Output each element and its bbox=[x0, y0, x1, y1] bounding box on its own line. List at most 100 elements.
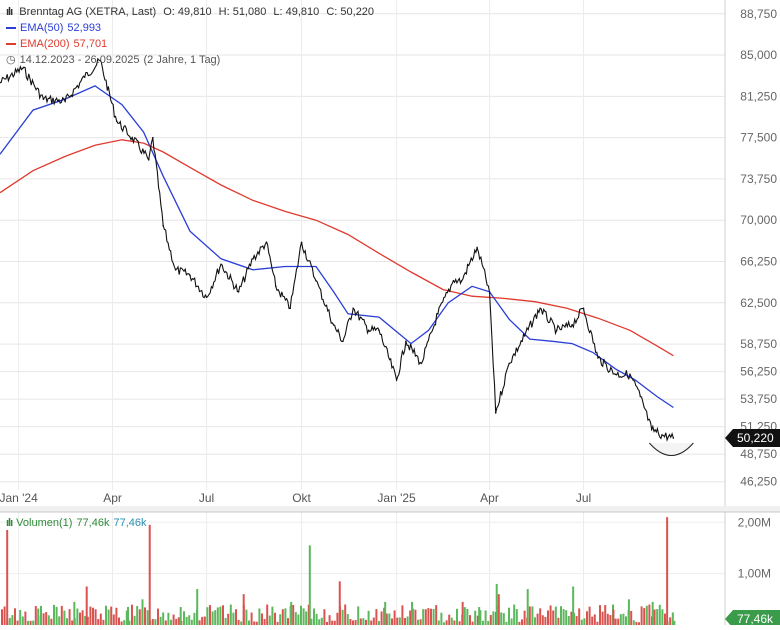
volume-bar-bg bbox=[458, 621, 461, 625]
volume-bar-bg bbox=[76, 608, 79, 625]
volume-bar-bg bbox=[287, 618, 289, 625]
y-tick-label: 48,750 bbox=[740, 447, 777, 461]
price-point bbox=[99, 59, 101, 62]
volume-bar-bg bbox=[240, 621, 243, 625]
volume-bar-bg bbox=[271, 606, 274, 625]
volume-bar-bg bbox=[58, 616, 61, 625]
volume-bar-bg bbox=[323, 609, 326, 625]
price-point bbox=[460, 279, 463, 282]
price-point bbox=[342, 340, 344, 343]
y-tick-label: 77,500 bbox=[740, 131, 777, 145]
price-point bbox=[21, 67, 24, 70]
volume-bar-bg bbox=[333, 620, 336, 625]
volume-bar-bg bbox=[279, 614, 282, 625]
volume-bar bbox=[384, 601, 387, 625]
volume-bar-bg bbox=[479, 610, 482, 625]
grid bbox=[0, 0, 725, 625]
low-value: L: 49,810 bbox=[273, 6, 320, 18]
volume-bar bbox=[37, 608, 40, 625]
volume-bar-bg bbox=[292, 604, 295, 625]
volume-bar-bg bbox=[500, 612, 503, 625]
x-tick-label: Jul bbox=[576, 491, 591, 505]
volume-bar-bg bbox=[50, 618, 53, 625]
y-tick-label: 70,000 bbox=[740, 213, 777, 227]
volume-bar-bg bbox=[549, 605, 552, 625]
volume-bar-bg bbox=[209, 605, 211, 625]
volume-bar-bg bbox=[583, 618, 586, 625]
volume-bar-bg bbox=[84, 616, 87, 625]
volume-bar-bg bbox=[661, 609, 664, 625]
volume-bar-bg bbox=[29, 620, 32, 625]
volume-bar-bg bbox=[315, 613, 318, 625]
volume-bar bbox=[308, 545, 311, 625]
y-tick-label: 88,750 bbox=[740, 7, 777, 21]
volume-bar-bg bbox=[502, 613, 505, 625]
volume-bar-bg bbox=[393, 610, 396, 625]
price-point bbox=[476, 246, 478, 249]
volume-bar-bg bbox=[232, 612, 235, 625]
volume-bar-bg bbox=[344, 604, 347, 625]
volume-bar-bg bbox=[482, 620, 484, 625]
volume-bar-bg bbox=[107, 609, 110, 625]
ema200-layer bbox=[0, 139, 674, 357]
volume-bar-bg bbox=[352, 620, 354, 625]
legend-ema50[interactable]: EMA(50) 52,993 bbox=[6, 21, 105, 35]
price-point bbox=[115, 120, 118, 122]
volume-bar-bg bbox=[409, 610, 412, 625]
volume-bar-bg bbox=[131, 604, 133, 625]
volume-bar-bg bbox=[570, 611, 573, 625]
volume-bar-bg bbox=[24, 611, 27, 625]
volume-bar-bg bbox=[508, 607, 510, 625]
volume-bar-bg bbox=[227, 613, 230, 625]
price-point bbox=[597, 357, 599, 359]
price-point bbox=[488, 290, 491, 293]
volume-bar bbox=[411, 601, 414, 625]
volume-bar-bg bbox=[183, 611, 185, 625]
date-range: 14.12.2023 - 26.09.2025 bbox=[19, 54, 140, 66]
last-price-tag bbox=[725, 429, 780, 448]
panel-separator bbox=[0, 506, 780, 512]
price-point bbox=[494, 412, 497, 414]
x-tick-label: Jan '25 bbox=[377, 491, 416, 505]
volume-bar bbox=[673, 620, 676, 625]
volume-bar-bg bbox=[300, 605, 302, 625]
volume-bar-bg bbox=[375, 609, 378, 625]
volume-bar-bg bbox=[71, 620, 74, 625]
volume-bar-bg bbox=[235, 609, 237, 625]
volume-bar-bg bbox=[177, 617, 180, 625]
price-point bbox=[352, 307, 355, 310]
ema200-swatch bbox=[6, 43, 16, 46]
price-point bbox=[672, 437, 675, 439]
volume-bar-bg bbox=[593, 614, 596, 625]
volume-bar-bg bbox=[310, 618, 313, 625]
volume-bar-bg bbox=[203, 616, 206, 625]
volume-bar bbox=[148, 524, 151, 625]
volume-bar-bg bbox=[391, 618, 393, 625]
y-tick-label: 46,250 bbox=[740, 475, 777, 489]
volume-bar-bg bbox=[47, 615, 50, 625]
volume-bar-bg bbox=[92, 607, 94, 625]
legend-volume[interactable]: ılı Volumen(1) 77,46k 77,46k bbox=[6, 516, 151, 530]
volume-bar-bg bbox=[144, 607, 146, 625]
volume-bar bbox=[242, 594, 245, 625]
volume-tag-label: 77,46k bbox=[737, 612, 774, 625]
legend-ema200[interactable]: EMA(200) 57,701 bbox=[6, 37, 111, 51]
volume-bar-bg bbox=[55, 606, 58, 625]
volume-bar bbox=[85, 586, 88, 625]
y-tick-label: 81,250 bbox=[740, 89, 777, 103]
volume-bar-bg bbox=[606, 613, 609, 625]
chart-header: ılı Brenntag AG (XETRA, Last) O: 49,810 … bbox=[6, 5, 378, 19]
volume-bar-bg bbox=[190, 619, 193, 625]
volume-bar-bg bbox=[45, 612, 48, 625]
price-point bbox=[378, 329, 380, 332]
period-label: (2 Jahre, 1 Tag) bbox=[143, 54, 221, 66]
volume-bar-bg bbox=[484, 610, 487, 625]
open-value: O: 49,810 bbox=[163, 6, 212, 18]
volume-bar-bg bbox=[331, 620, 334, 625]
volume-bar-bg bbox=[346, 614, 349, 625]
ema50-layer bbox=[0, 85, 674, 409]
volume-bar-bg bbox=[294, 612, 297, 625]
volume-bar-bg bbox=[136, 605, 139, 625]
